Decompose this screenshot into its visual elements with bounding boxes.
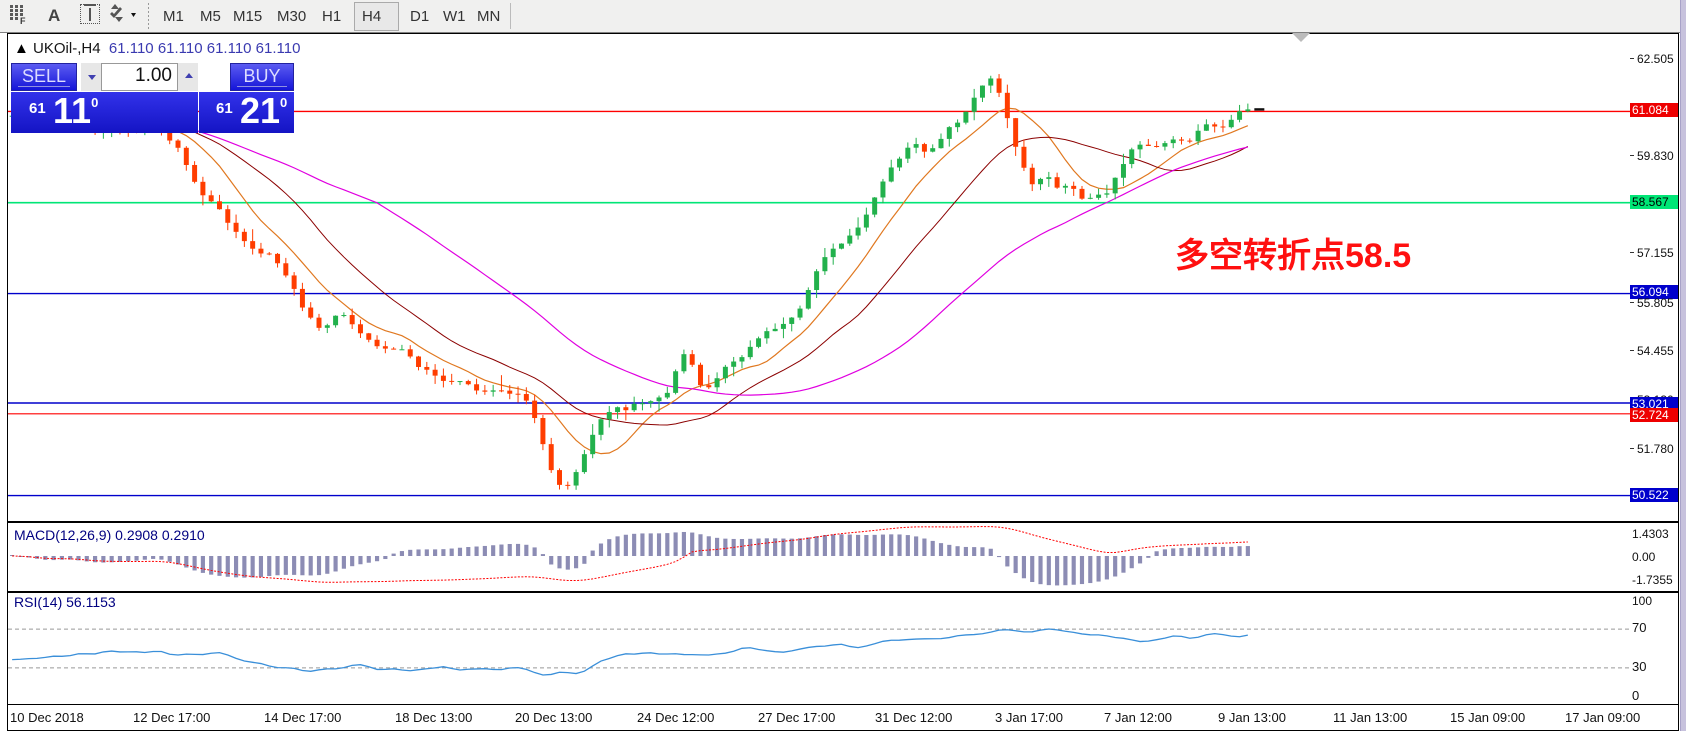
- svg-text:F: F: [20, 16, 26, 25]
